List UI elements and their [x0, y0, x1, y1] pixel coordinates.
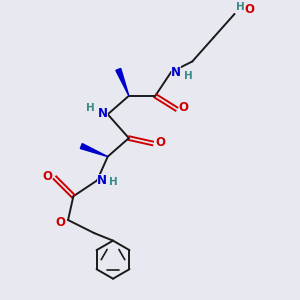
Text: H: H	[109, 177, 118, 187]
Polygon shape	[80, 144, 108, 157]
Text: O: O	[43, 170, 52, 183]
Text: N: N	[98, 106, 108, 119]
Text: N: N	[97, 174, 107, 187]
Text: O: O	[179, 101, 189, 114]
Text: O: O	[56, 216, 66, 229]
Text: H: H	[86, 103, 95, 113]
Polygon shape	[116, 68, 129, 96]
Text: O: O	[155, 136, 165, 148]
Text: N: N	[171, 65, 181, 79]
Text: H: H	[184, 71, 193, 81]
Text: O: O	[244, 3, 254, 16]
Text: H: H	[236, 2, 245, 12]
